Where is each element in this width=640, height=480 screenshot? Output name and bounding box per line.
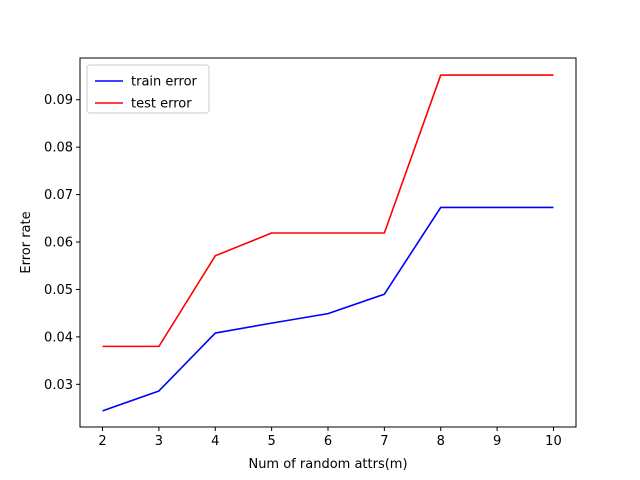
x-tick-label: 2 <box>98 434 106 449</box>
x-tick-label: 7 <box>380 434 388 449</box>
legend: train error test error <box>86 64 210 114</box>
x-tick-label: 8 <box>437 434 445 449</box>
y-tick-label: 0.03 <box>44 378 73 393</box>
legend-box <box>86 64 210 114</box>
x-tick-label: 9 <box>493 434 501 449</box>
x-tick-label: 5 <box>267 434 275 449</box>
series-line-train-error <box>102 206 554 412</box>
series-line-test-error <box>102 74 554 348</box>
y-tick-label: 0.08 <box>44 141 73 156</box>
x-tick-label: 3 <box>155 434 163 449</box>
y-axis: 0.03 0.04 0.05 0.06 0.07 0.08 0.09 <box>44 93 80 393</box>
y-tick-label: 0.06 <box>44 236 73 251</box>
y-tick-label: 0.05 <box>44 283 73 298</box>
y-tick-label: 0.07 <box>44 188 73 203</box>
y-axis-label: Error rate <box>19 211 34 273</box>
x-tick-label: 4 <box>211 434 219 449</box>
y-tick-label: 0.09 <box>44 93 73 108</box>
y-tick-label: 0.04 <box>44 330 73 345</box>
x-tick-label: 10 <box>545 434 562 449</box>
x-axis-label: Num of random attrs(m) <box>248 457 407 472</box>
legend-label: train error <box>131 75 198 90</box>
series-layer <box>102 74 554 412</box>
x-axis: 2 3 4 5 6 7 8 9 10 <box>98 427 562 449</box>
legend-label: test error <box>131 97 192 112</box>
x-tick-label: 6 <box>324 434 332 449</box>
